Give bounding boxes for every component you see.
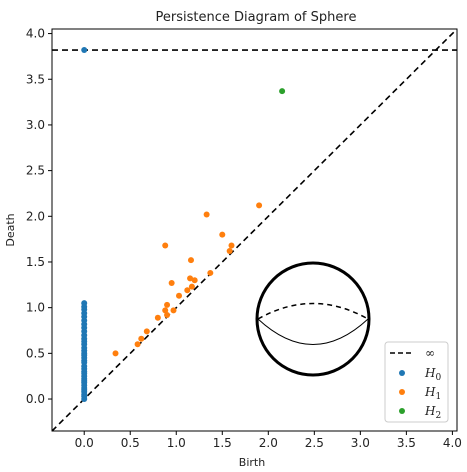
x-tick-label: 1.0 — [167, 436, 186, 450]
y-axis: 0.0 0.5 1.0 1.5 2.0 2.5 3.0 3.5 4.0 — [26, 27, 52, 406]
point-h1 — [138, 335, 145, 342]
point-h1 — [188, 283, 195, 290]
sphere-equator-back — [257, 302, 369, 320]
y-tick-label: 3.5 — [26, 72, 45, 86]
point-h1 — [226, 248, 233, 255]
x-tick-label: 0.0 — [75, 436, 94, 450]
y-tick-label: 1.0 — [26, 301, 45, 315]
legend: ∞ H0 H1 H2 — [384, 341, 449, 423]
point-h1 — [164, 311, 171, 318]
point-h1 — [162, 307, 169, 314]
x-tick-label: 4.0 — [443, 436, 462, 450]
point-h0 — [81, 300, 88, 307]
y-tick-label: 4.0 — [26, 27, 45, 41]
y-axis-title: Death — [4, 213, 17, 246]
point-h1 — [219, 231, 226, 238]
sphere-equator-front — [257, 318, 369, 345]
x-tick-label: 2.0 — [259, 436, 278, 450]
point-h1 — [176, 292, 183, 299]
legend-h1-subscript: 1 — [435, 392, 441, 402]
legend-h0-name: H — [424, 366, 436, 380]
legend-h2-subscript: 2 — [435, 411, 441, 421]
x-tick-label: 3.0 — [351, 436, 370, 450]
data-points — [81, 47, 286, 403]
x-tick-label: 0.5 — [121, 436, 140, 450]
point-h1 — [187, 275, 194, 282]
point-h1 — [203, 211, 210, 218]
point-h1 — [112, 350, 119, 357]
point-h1 — [154, 314, 161, 321]
point-h1 — [184, 287, 191, 294]
legend-h1-marker — [399, 389, 405, 395]
y-tick-label: 0.5 — [26, 346, 45, 360]
x-axis-title: Birth — [239, 456, 265, 469]
x-tick-label: 3.5 — [397, 436, 416, 450]
point-h1 — [168, 279, 175, 286]
point-h1 — [164, 301, 171, 308]
x-axis: 0.0 0.5 1.0 1.5 2.0 2.5 3.0 3.5 4.0 — [75, 431, 462, 450]
chart-title: Persistence Diagram of Sphere — [156, 10, 357, 25]
legend-h1-label: H1 — [424, 385, 441, 402]
point-h2 — [279, 88, 286, 95]
diagonal-line — [51, 28, 458, 432]
sphere-illustration — [255, 261, 371, 377]
x-tick-label: 2.5 — [305, 436, 324, 450]
legend-h0-marker — [399, 370, 405, 376]
point-h1 — [170, 307, 177, 314]
point-h1 — [207, 269, 214, 276]
legend-h2-name: H — [424, 404, 436, 418]
watermark: 知乎 @马东什么 — [369, 451, 457, 465]
y-tick-label: 3.0 — [26, 118, 45, 132]
y-tick-label: 2.0 — [26, 209, 45, 223]
legend-h1-name: H — [424, 385, 436, 399]
legend-box — [384, 341, 449, 423]
legend-h2-label: H2 — [424, 404, 441, 421]
point-h1 — [134, 341, 141, 348]
point-h1 — [191, 277, 198, 284]
point-h1 — [187, 257, 194, 264]
point-h1 — [228, 242, 235, 249]
legend-inf-label: ∞ — [425, 346, 435, 360]
point-h1 — [162, 242, 169, 249]
sphere-outline — [255, 261, 371, 377]
legend-h0-subscript: 0 — [435, 373, 441, 383]
legend-h0-label: H0 — [424, 366, 441, 383]
y-tick-label: 0.0 — [26, 392, 45, 406]
point-h0 — [81, 47, 88, 54]
point-h1 — [143, 328, 150, 335]
x-tick-label: 1.5 — [213, 436, 232, 450]
y-tick-label: 2.5 — [26, 164, 45, 178]
legend-h2-marker — [399, 408, 405, 414]
y-tick-label: 1.5 — [26, 255, 45, 269]
point-h1 — [256, 202, 263, 209]
